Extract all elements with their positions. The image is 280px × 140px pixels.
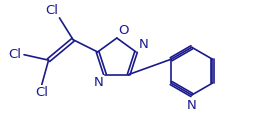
Text: N: N <box>139 38 148 51</box>
Text: Cl: Cl <box>8 48 21 61</box>
Text: Cl: Cl <box>35 86 48 99</box>
Text: Cl: Cl <box>45 4 58 17</box>
Text: N: N <box>94 76 104 89</box>
Text: N: N <box>187 99 197 112</box>
Text: O: O <box>118 24 129 37</box>
